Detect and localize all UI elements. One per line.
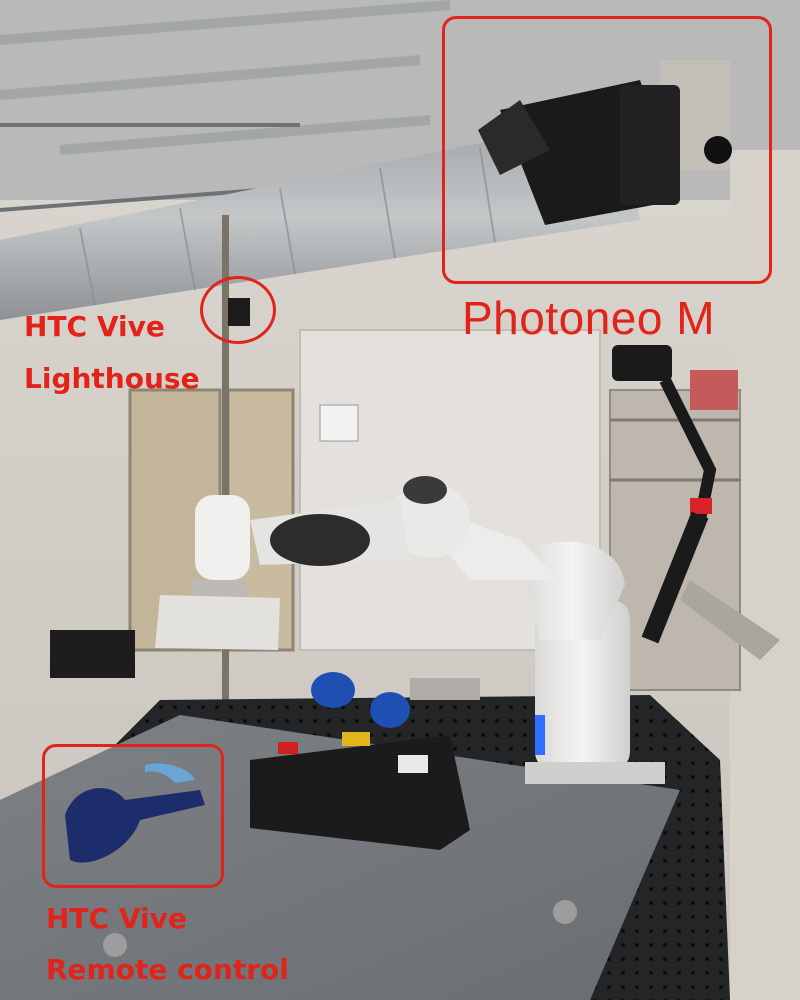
vive-controller — [65, 763, 205, 863]
ceiling-pipes — [0, 0, 451, 155]
red-crate — [690, 370, 738, 410]
red-connector — [278, 742, 298, 754]
right-wall — [730, 150, 800, 1000]
blue-part-2 — [370, 692, 410, 728]
ceiling-beams — [0, 123, 300, 212]
shelf-unit — [609, 389, 741, 691]
equipment-case — [50, 630, 135, 678]
blue-part-1 — [311, 672, 355, 708]
yellow-connector — [342, 732, 370, 746]
notice — [319, 404, 359, 442]
lighthouse-label-line2: Lighthouse — [24, 362, 200, 395]
white-block — [398, 755, 428, 773]
air-duct — [0, 115, 640, 320]
metal-block — [410, 678, 480, 700]
photoneo-label: Photoneo M — [462, 292, 716, 344]
photoneo-camera — [478, 60, 732, 225]
floor-screw — [553, 900, 577, 924]
remote-label-line1: HTC Vive — [46, 902, 187, 935]
remote-label-line2: Remote control — [46, 953, 289, 986]
lighthouse-pole — [222, 215, 229, 715]
remote-callout-box — [42, 744, 224, 888]
camera-gooseneck — [612, 345, 780, 660]
photoneo-callout-box — [442, 16, 772, 284]
robot-arm — [155, 476, 665, 784]
lighthouse-callout-circle — [200, 276, 276, 344]
floor-screw-2 — [103, 933, 127, 957]
grey-board — [0, 715, 680, 1000]
lighthouse-label-line1: HTC Vive — [24, 310, 165, 343]
